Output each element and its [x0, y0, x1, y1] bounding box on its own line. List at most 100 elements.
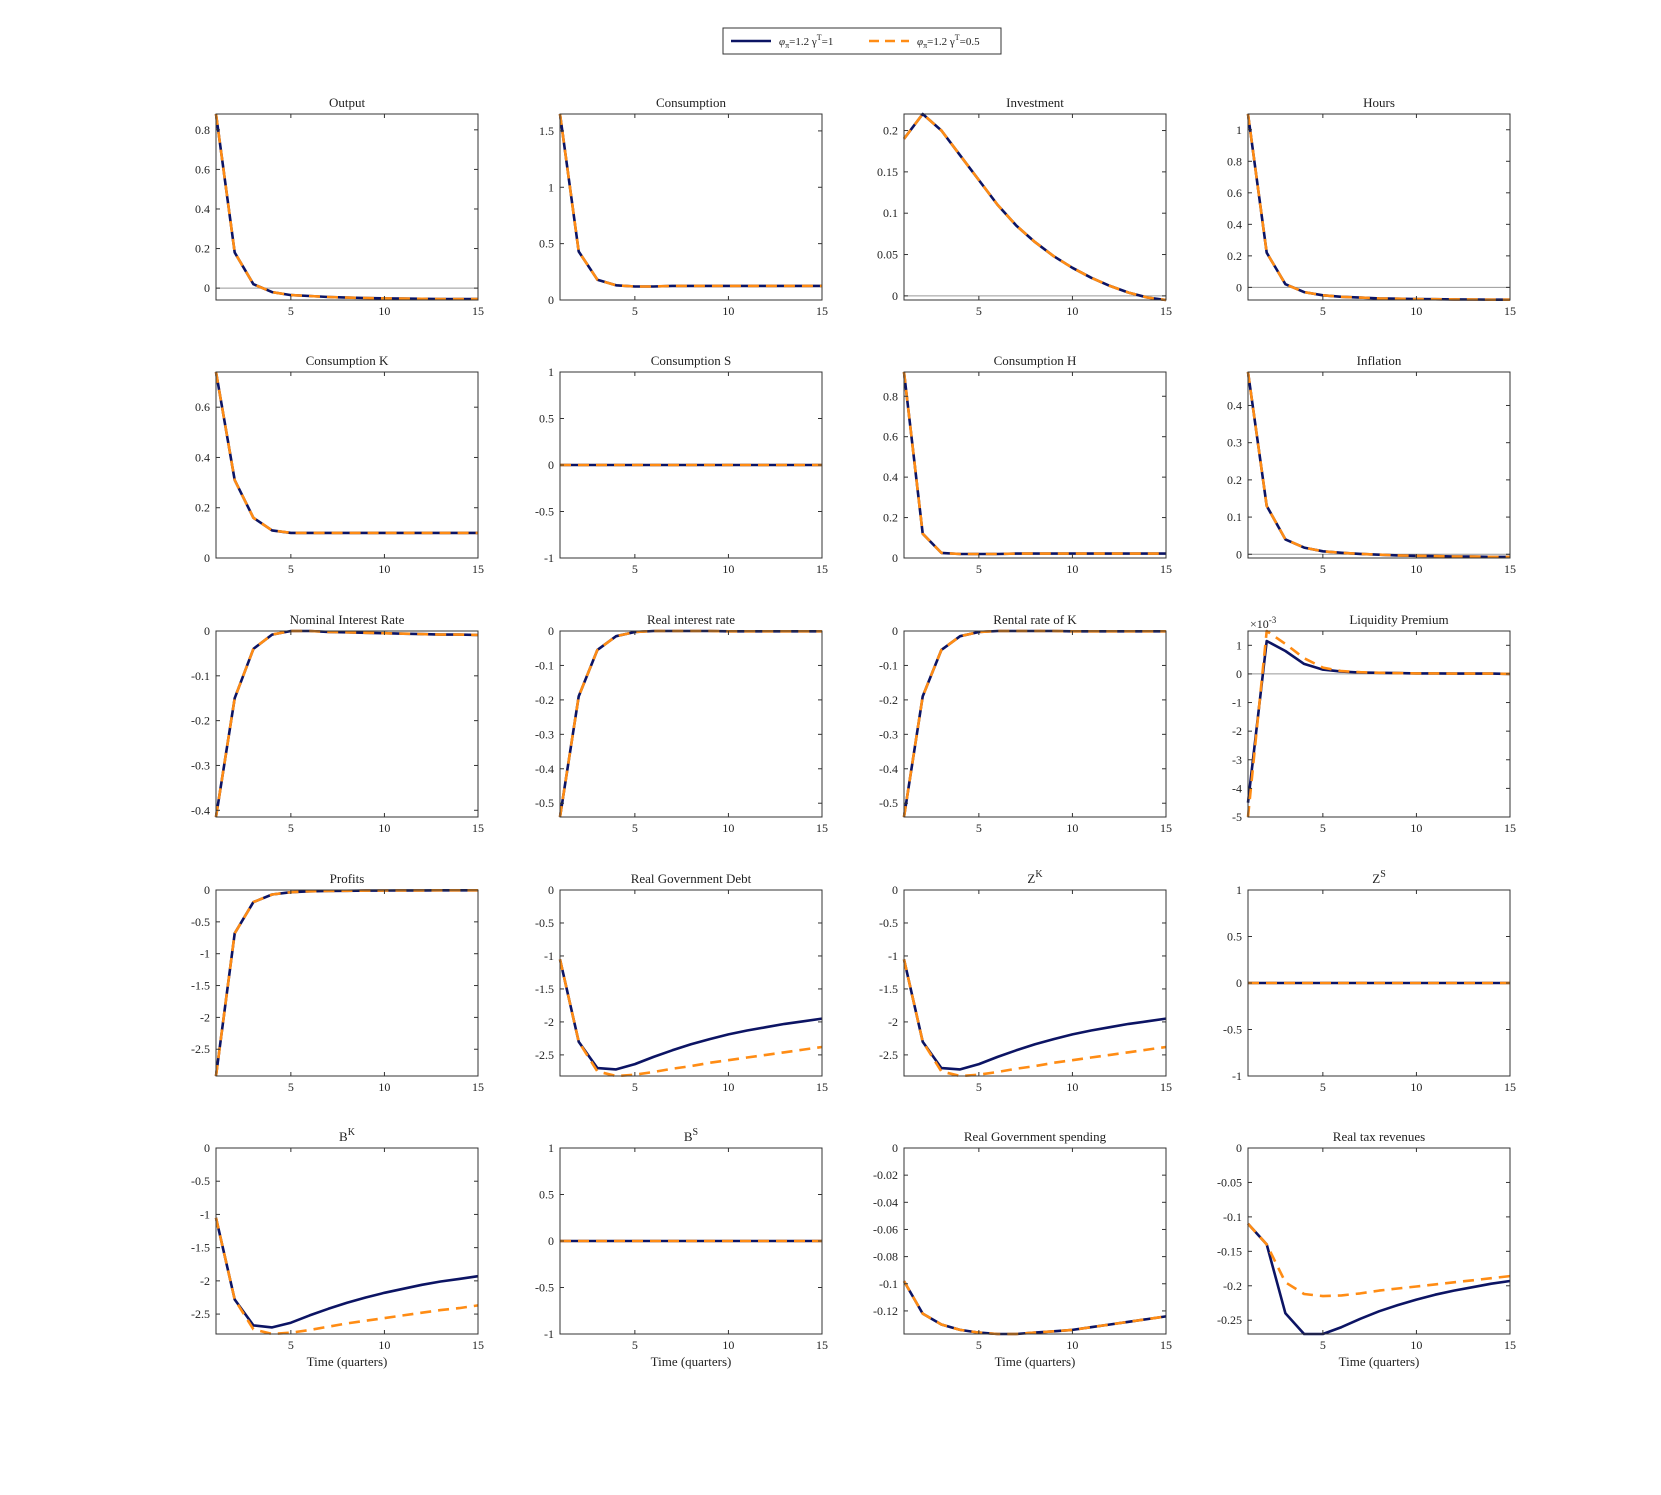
y-tick-label: 0 — [548, 293, 554, 307]
x-tick-label: 15 — [816, 1080, 828, 1094]
x-tick-label: 5 — [1320, 821, 1326, 835]
x-tick-label: 15 — [1504, 821, 1516, 835]
y-tick-label: -0.1 — [535, 658, 554, 672]
y-tick-label: 1 — [548, 1141, 554, 1155]
x-tick-label: 5 — [976, 821, 982, 835]
y-tick-label: -2 — [544, 1015, 554, 1029]
series-1-line — [902, 959, 1167, 1071]
x-tick-label: 5 — [288, 821, 294, 835]
x-tick-label: 15 — [816, 304, 828, 318]
series-2-line — [902, 1280, 1167, 1336]
y-tick-label: -1 — [544, 551, 554, 565]
x-tick-label: 15 — [816, 562, 828, 576]
panel-17: 5 10 15 -2.5 -2 -1.5 -1 -0.5 0 BK Time (quarters) — [191, 1127, 484, 1369]
y-tick-label: -2 — [200, 1010, 210, 1024]
y-tick-label: -2.5 — [535, 1048, 554, 1062]
y-tick-label: -0.04 — [873, 1195, 898, 1209]
panel-title: Output — [329, 95, 366, 110]
panel-7: 5 10 15 0 0.2 0.4 0.6 0.8 Consumption H — [883, 353, 1172, 576]
x-tick-label: 10 — [1410, 1338, 1422, 1352]
y-tick-label: 0.6 — [883, 430, 898, 444]
x-tick-label: 15 — [472, 562, 484, 576]
x-tick-label: 10 — [378, 304, 390, 318]
x-tick-label: 10 — [722, 821, 734, 835]
y-tick-label: 0 — [892, 883, 898, 897]
series-1-line — [1246, 113, 1510, 302]
series-2-line — [902, 629, 1166, 818]
y-tick-label: -0.5 — [535, 796, 554, 810]
y-tick-label: 0.6 — [195, 400, 210, 414]
y-tick-label: -0.5 — [879, 796, 898, 810]
axes-box — [903, 1147, 1167, 1335]
series-1-line — [902, 112, 1167, 302]
x-tick-label: 15 — [1504, 304, 1516, 318]
axes-box — [903, 630, 1167, 818]
y-tick-label: -1.5 — [191, 979, 210, 993]
axes-box — [559, 889, 823, 1077]
x-tick-label: 15 — [816, 1338, 828, 1352]
legend: φπ=1.2 γT=1 φπ=1.2 γT=0.5 — [722, 27, 1002, 55]
y-tick-label: -0.1 — [879, 1277, 898, 1291]
axes-box — [903, 889, 1167, 1077]
x-tick-label: 5 — [288, 1338, 294, 1352]
axes-box — [1247, 371, 1511, 559]
series-2-line — [558, 629, 822, 818]
y-tick-label: -2.5 — [879, 1048, 898, 1062]
x-tick-label: 15 — [1160, 304, 1172, 318]
x-tick-label: 15 — [1504, 1080, 1516, 1094]
y-tick-label: 0.05 — [877, 248, 898, 262]
panel-12: 5 10 15 -5 -4 -3 -2 -1 0 1 ×10-3 Liquidity Premium — [1232, 612, 1516, 835]
y-tick-label: 0 — [548, 458, 554, 472]
y-tick-label: 1 — [1236, 123, 1242, 137]
exponent-label: ×10-3 — [1250, 615, 1277, 631]
y-tick-label: -1 — [544, 1327, 554, 1341]
series-2-line — [214, 113, 478, 301]
x-tick-label: 10 — [1410, 562, 1422, 576]
y-tick-label: 0.3 — [1227, 436, 1242, 450]
x-tick-label: 5 — [976, 1338, 982, 1352]
y-tick-label: -1 — [544, 949, 554, 963]
panel-title: Consumption H — [994, 353, 1077, 368]
y-tick-label: 0 — [548, 883, 554, 897]
series-2-line — [1246, 629, 1511, 818]
y-tick-label: 0.5 — [1227, 930, 1242, 944]
panel-title: Consumption K — [306, 353, 389, 368]
y-tick-label: -0.5 — [191, 915, 210, 929]
y-tick-label: -0.2 — [1223, 1279, 1242, 1293]
x-tick-label: 10 — [722, 1338, 734, 1352]
y-tick-label: -2 — [200, 1274, 210, 1288]
x-tick-label: 10 — [722, 562, 734, 576]
y-tick-label: 0.4 — [883, 470, 898, 484]
y-tick-label: 0.4 — [1227, 217, 1242, 231]
y-tick-label: -0.3 — [191, 758, 210, 772]
panel-title: Consumption — [656, 95, 727, 110]
panel-13: 5 10 15 -2.5 -2 -1.5 -1 -0.5 0 Profits — [191, 871, 484, 1094]
y-tick-label: -0.5 — [1223, 1023, 1242, 1037]
series-1-line — [214, 888, 478, 1077]
panel-2: 5 10 15 0 0.5 1 1.5 Consumption — [539, 95, 828, 318]
y-tick-label: 0 — [892, 551, 898, 565]
y-tick-label: 0.8 — [883, 389, 898, 403]
y-tick-label: -0.1 — [879, 658, 898, 672]
series-1-line — [558, 629, 822, 818]
y-tick-label: 0 — [204, 281, 210, 295]
y-tick-label: 0 — [548, 1234, 554, 1248]
y-tick-label: -0.4 — [191, 803, 210, 817]
series-1-line — [214, 371, 478, 535]
x-tick-label: 5 — [632, 821, 638, 835]
x-tick-label: 5 — [976, 1080, 982, 1094]
x-tick-label: 10 — [378, 1338, 390, 1352]
series-2-line — [902, 371, 1166, 556]
y-tick-label: 0.1 — [1227, 510, 1242, 524]
y-tick-label: -1 — [888, 949, 898, 963]
x-tick-label: 5 — [1320, 304, 1326, 318]
x-tick-label: 10 — [378, 821, 390, 835]
panel-title: Real tax revenues — [1333, 1129, 1425, 1144]
x-tick-label: 5 — [632, 562, 638, 576]
x-tick-label: 10 — [722, 1080, 734, 1094]
axes-box — [215, 1147, 479, 1335]
y-tick-label: 0.2 — [1227, 249, 1242, 263]
x-tick-label: 15 — [816, 821, 828, 835]
y-tick-label: 0.4 — [195, 450, 210, 464]
